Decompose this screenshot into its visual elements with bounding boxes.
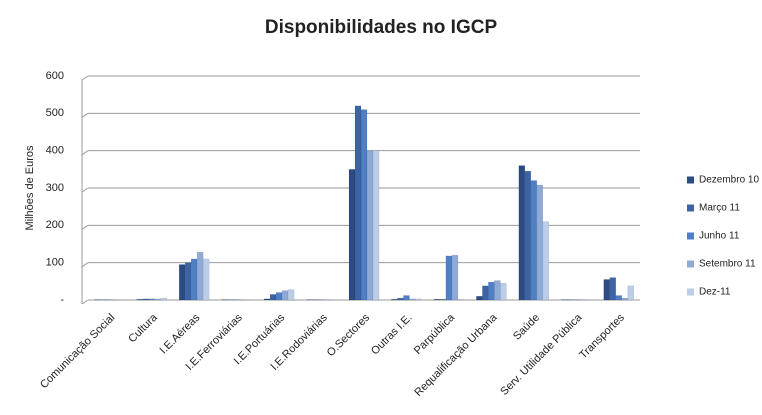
bar bbox=[621, 297, 629, 301]
bar bbox=[524, 170, 532, 301]
bar bbox=[354, 105, 362, 301]
bar bbox=[269, 294, 277, 301]
bar bbox=[263, 298, 271, 301]
bar bbox=[542, 221, 550, 301]
bar bbox=[190, 258, 198, 301]
x-tick-label: Transportes bbox=[577, 311, 627, 361]
bar bbox=[366, 150, 374, 301]
y-axis-title: Milhões de Euros bbox=[24, 145, 36, 230]
bar bbox=[196, 251, 204, 301]
x-tick-label: Serv. Utilidade Pública bbox=[498, 311, 585, 398]
x-tick-label: Outras I.E. bbox=[369, 312, 415, 358]
bar bbox=[445, 255, 453, 301]
bar bbox=[488, 281, 495, 301]
bar bbox=[148, 298, 155, 301]
bar bbox=[184, 262, 192, 301]
grid-line bbox=[81, 224, 89, 230]
bar bbox=[142, 298, 149, 301]
legend-label: Março 11 bbox=[699, 203, 740, 214]
legend-label: Setembro 11 bbox=[699, 259, 756, 270]
bar bbox=[451, 254, 459, 301]
y-tick-label: 600 bbox=[46, 70, 64, 82]
bar bbox=[154, 298, 161, 301]
x-tick-label: Comunicação Social bbox=[38, 312, 117, 391]
legend-swatch bbox=[687, 260, 694, 268]
y-tick-label: 100 bbox=[46, 257, 64, 269]
bar bbox=[409, 298, 416, 301]
y-tick-label: 300 bbox=[46, 182, 64, 194]
grid-line bbox=[81, 112, 89, 118]
chart-title: Disponibilidades no IGCP bbox=[265, 17, 498, 38]
grid-line bbox=[81, 187, 89, 193]
legend-label: Dezembro 10 bbox=[699, 175, 759, 186]
bar bbox=[391, 299, 398, 301]
legend-label: Dez-11 bbox=[699, 287, 731, 298]
bar bbox=[372, 150, 380, 301]
y-tick-label: 400 bbox=[46, 145, 64, 157]
bar bbox=[287, 289, 295, 301]
bar bbox=[439, 299, 447, 301]
x-tick-label: O.Sectores bbox=[325, 311, 373, 359]
y-tick-label: 500 bbox=[46, 107, 64, 119]
legend-swatch bbox=[687, 204, 694, 212]
legend-swatch bbox=[687, 232, 694, 240]
bar bbox=[457, 299, 465, 301]
x-tick-label: Requalificação Urbana bbox=[412, 311, 500, 399]
grid-line bbox=[81, 299, 89, 305]
bar bbox=[281, 290, 289, 301]
bar bbox=[178, 264, 186, 301]
x-tick-label: Saúde bbox=[511, 312, 542, 343]
bar bbox=[609, 277, 617, 301]
x-tick-label: I.E.Aéreas bbox=[158, 311, 203, 356]
bar bbox=[160, 297, 167, 301]
legend-swatch bbox=[687, 288, 694, 296]
grid-line bbox=[81, 150, 89, 156]
bar bbox=[615, 295, 623, 301]
bar bbox=[202, 258, 210, 301]
bar bbox=[482, 285, 489, 301]
x-tick-label: Parpública bbox=[412, 311, 458, 357]
bar bbox=[360, 109, 368, 301]
legend-swatch bbox=[687, 176, 694, 184]
bar bbox=[627, 285, 635, 301]
bar bbox=[433, 299, 441, 301]
x-tick-label: Cultura bbox=[126, 311, 160, 345]
bar bbox=[536, 184, 544, 301]
bar bbox=[136, 299, 143, 301]
bar bbox=[500, 282, 507, 301]
bar bbox=[476, 296, 483, 301]
bar bbox=[275, 292, 283, 301]
legend-label: Junho 11 bbox=[699, 231, 740, 242]
bar bbox=[415, 298, 422, 301]
bar bbox=[403, 295, 410, 301]
grid-line bbox=[81, 262, 89, 268]
bar bbox=[530, 180, 538, 301]
y-tick-label: 200 bbox=[46, 219, 64, 231]
grid-line bbox=[81, 75, 89, 81]
bar bbox=[494, 280, 501, 301]
bar bbox=[603, 279, 611, 301]
bar bbox=[348, 169, 356, 301]
bar bbox=[518, 165, 526, 301]
bar bbox=[397, 297, 404, 301]
y-tick-label: - bbox=[60, 294, 64, 306]
